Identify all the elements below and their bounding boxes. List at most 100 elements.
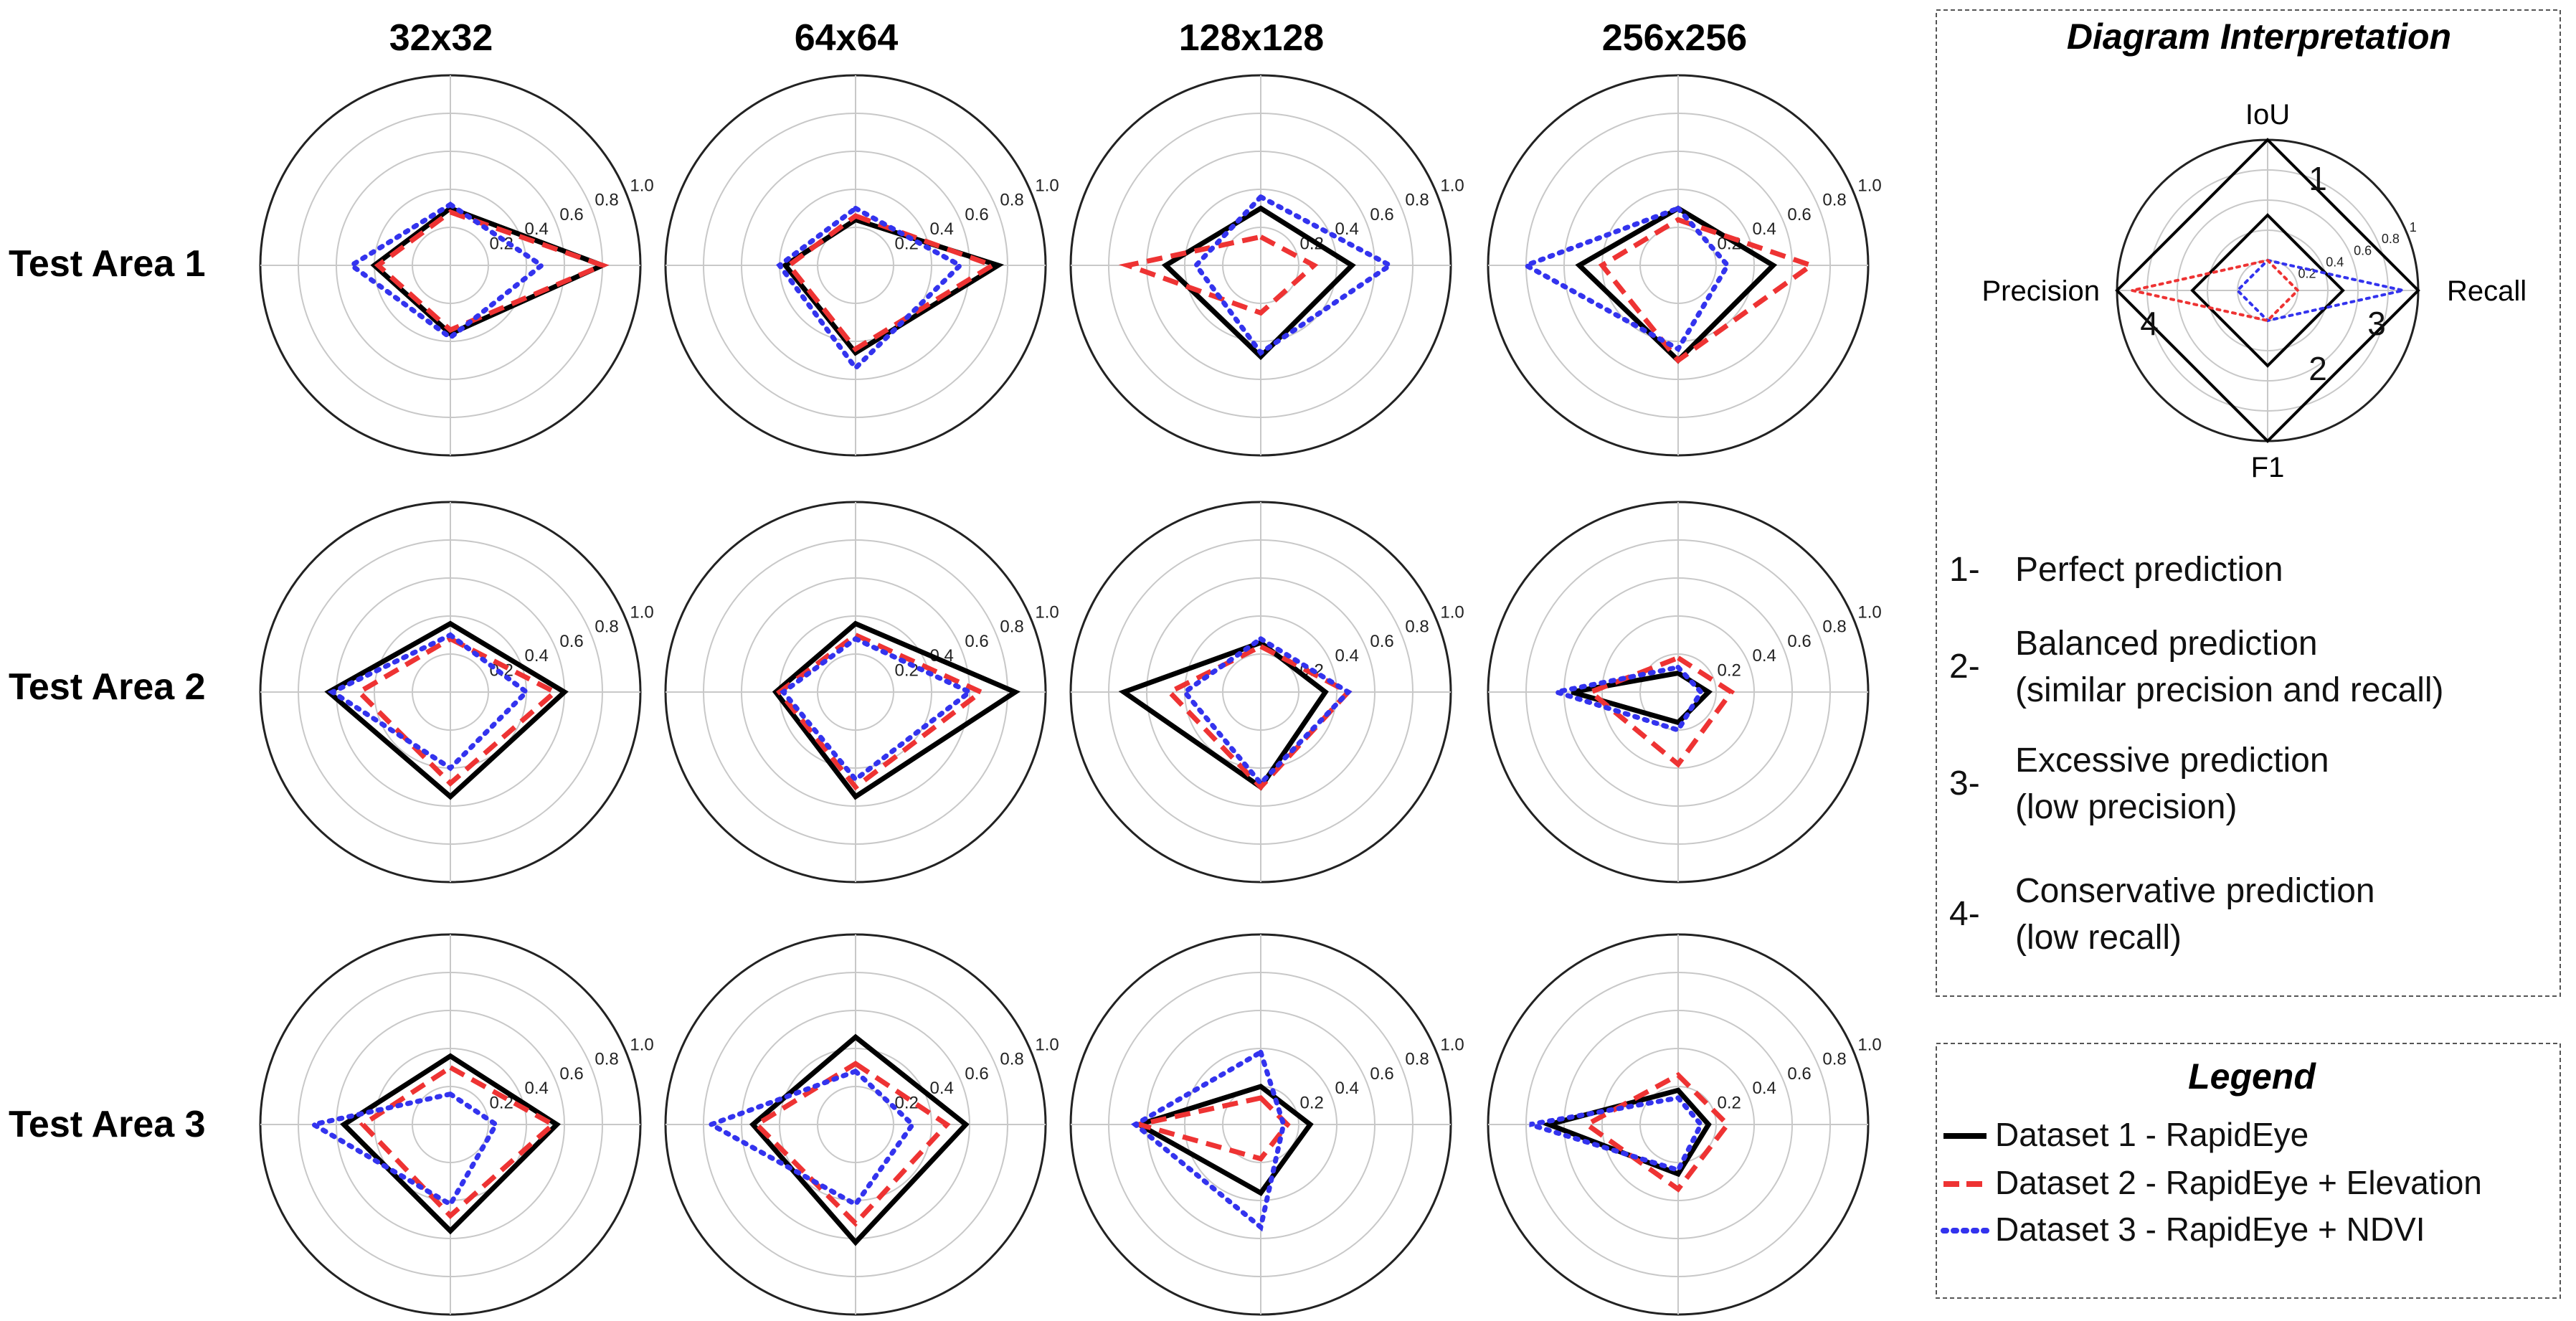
legend-entries: Dataset 1 - RapidEye Dataset 2 - RapidEye… (1941, 1116, 2482, 1248)
legend-entry-2: Dataset 2 - RapidEye + Elevation (1943, 1164, 2482, 1201)
radial-tick-label: 0.8 (1000, 617, 1023, 637)
series-d1-polygon (1571, 670, 1713, 726)
radial-tick-label: 0.6 (559, 1064, 583, 1084)
series-d3-polygon (1520, 205, 1731, 353)
radial-tick-label: 0.4 (525, 646, 549, 666)
interp-item-number: 2- (1949, 648, 1980, 686)
series-d1-polygon (340, 1053, 561, 1235)
series-d3-polygon (327, 632, 531, 772)
interp-item-line: Balanced prediction (2015, 625, 2318, 663)
radial-tick-label: 1.0 (1035, 176, 1059, 195)
interpretation-box: Diagram Interpretation 0.2 0.4 0.6 0.8 1 IoU R… (1936, 9, 2561, 997)
interp-item-line: Excessive prediction (2015, 742, 2329, 780)
radial-tick-label: 0.4 (1753, 1079, 1776, 1098)
interp-item-3: 3- Excessive prediction (low precision) (1949, 742, 2329, 826)
radar-panel-r1-c1: 0.20.40.60.81.0 (259, 74, 654, 457)
radial-tick-label: 0.4 (1335, 1079, 1359, 1098)
radial-tick-label: 1.0 (630, 602, 653, 622)
radial-tick-label: 0.8 (1822, 617, 1846, 637)
radial-tick-label: 0.8 (1000, 191, 1023, 210)
radial-tick-label: 0.6 (1370, 632, 1393, 651)
col-title-32: 32x32 (389, 17, 493, 59)
series-d1-polygon (1575, 205, 1778, 364)
radial-tick-label: 0.4 (930, 219, 954, 239)
radial-tick-label: 0.8 (1405, 191, 1429, 210)
legend-label: Dataset 2 - RapidEye + Elevation (1995, 1164, 2482, 1201)
interp-axis-label-recall: Recall (2447, 275, 2527, 307)
radial-tick-label: 1.0 (1857, 1035, 1881, 1054)
radial-tick-label: 1.0 (1035, 602, 1059, 622)
radial-tick-label: 0.6 (1787, 205, 1811, 224)
legend-border (1936, 1043, 2561, 1299)
interp-balanced-shape (2190, 213, 2345, 368)
radar-panel-r1-c3: 0.20.40.60.81.0 (1069, 74, 1464, 457)
radial-tick-label: 0.6 (559, 632, 583, 651)
interp-shape-number-4: 4 (2140, 305, 2159, 342)
radar-panel-r3-c3: 0.2 0.4 0.6 0.8 1.0 (1069, 933, 1464, 1316)
row-title-1: Test Area 1 (9, 243, 206, 285)
legend-entry-3: Dataset 3 - RapidEye + NDVI (1941, 1211, 2425, 1248)
radial-tick-label: 0.2 (1718, 660, 1741, 680)
interp-excessive-shape (2235, 258, 2404, 323)
radial-tick-label: 1.0 (630, 176, 653, 195)
radial-tick-label: 0.2 (895, 660, 919, 680)
radar-panel-r3-c2: 0.20.40.60.81.0 (664, 933, 1059, 1316)
radial-tick-label: 1.0 (1440, 176, 1464, 195)
interp-item-line: (similar precision and recall) (2015, 671, 2444, 709)
series-d3-polygon (780, 635, 975, 783)
series-d3-polygon (346, 202, 546, 341)
radar-panel-r2-c4: 0.2 0.4 0.6 0.8 1.0 (1487, 501, 1882, 884)
radar-panel-r2-c3: 0.20.40.60.81.0 (1069, 501, 1464, 884)
radial-tick-label: 0.4 (930, 1079, 954, 1098)
interpretation-border (1936, 9, 2561, 997)
radial-tick-label: 1.0 (1857, 176, 1881, 195)
col-title-64: 64x64 (795, 17, 899, 59)
interp-tick-label: 0.4 (2326, 255, 2344, 269)
interpretation-items: 1- Perfect prediction 2- Balanced predictio… (1949, 551, 2444, 957)
radial-tick-label: 1.0 (1440, 1035, 1464, 1054)
interp-item-1: 1- Perfect prediction (1949, 551, 2283, 589)
interpretation-title: Diagram Interpretation (2067, 16, 2451, 57)
series-d1-polygon (324, 620, 569, 800)
col-title-256: 256x256 (1602, 17, 1747, 59)
series-d2-polygon (355, 635, 560, 787)
interpretation-radar: 0.2 0.4 0.6 0.8 1 IoU Recall F1 Precision 1 2 3 4 (1981, 99, 2527, 483)
row-title-2: Test Area 2 (9, 666, 206, 708)
radial-tick-label: 0.4 (1335, 219, 1359, 239)
interp-item-number: 1- (1949, 551, 1980, 589)
interp-axis-label-f1: F1 (2251, 452, 2285, 483)
row-headers: Test Area 1 Test Area 2 Test Area 3 (9, 243, 206, 1145)
series-d1-polygon (1132, 1084, 1314, 1196)
radial-tick-label: 0.2 (1300, 1093, 1324, 1112)
radial-tick-label: 0.8 (1405, 1050, 1429, 1069)
legend-label: Dataset 3 - RapidEye + NDVI (1995, 1211, 2425, 1248)
legend-title: Legend (2188, 1056, 2316, 1097)
series-d1-polygon (1540, 1087, 1712, 1178)
radar-panel-r2-c1: 0.20.40.60.81.0 (259, 501, 654, 884)
interp-item-line: Conservative prediction (2015, 872, 2375, 910)
radial-tick-label: 0.4 (1753, 646, 1776, 666)
interp-tick-label: 0.6 (2354, 243, 2372, 257)
radar-panels: 0.2 0.4 0.6 0.8 1.0 0.2 0.4 0.6 0.8 1.0 0.2 0.4 0.6 0… (259, 74, 1882, 1316)
radial-tick-label: 0.8 (1000, 1050, 1023, 1069)
interp-tick-label: 1 (2410, 220, 2417, 235)
radial-tick-label: 0.8 (595, 191, 618, 210)
radial-tick-label: 0.2 (1718, 1093, 1741, 1112)
radar-panel-r2-c2: 0.20.40.60.81.0 (664, 501, 1059, 884)
radial-tick-label: 0.6 (1370, 1064, 1393, 1084)
interp-axis-label-precision: Precision (1981, 275, 2100, 307)
legend-entry-1: Dataset 1 - RapidEye (1943, 1116, 2309, 1153)
radial-tick-label: 1.0 (1440, 602, 1464, 622)
radial-tick-label: 0.6 (965, 632, 988, 651)
series-d1-polygon (1161, 205, 1356, 361)
series-d1-polygon (772, 620, 1021, 800)
radial-tick-label: 0.8 (595, 617, 618, 637)
series-d2-polygon (1118, 234, 1319, 316)
interp-tick-label: 0.8 (2382, 232, 2400, 246)
interp-shape-number-2: 2 (2309, 350, 2327, 387)
interp-shape-number-1: 1 (2309, 160, 2327, 197)
series-d2-polygon (1165, 643, 1353, 791)
interp-item-number: 4- (1949, 895, 1980, 933)
radar-panel-r3-c4: 0.2 0.4 0.6 0.8 1.0 (1487, 933, 1882, 1316)
